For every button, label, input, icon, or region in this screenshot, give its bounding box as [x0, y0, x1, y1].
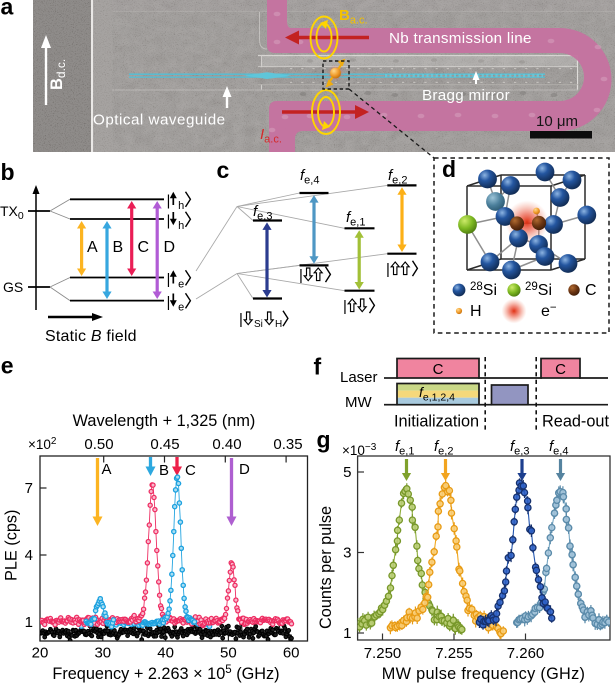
svg-text:Nb transmission line: Nb transmission line — [389, 30, 532, 47]
svg-text:28Si: 28Si — [470, 281, 497, 299]
svg-text:f: f — [314, 354, 322, 380]
svg-text:e: e — [178, 279, 184, 291]
svg-text:1: 1 — [25, 614, 33, 631]
svg-text:|: | — [167, 271, 171, 288]
svg-text:Wavelength + 1,325 (nm): Wavelength + 1,325 (nm) — [73, 412, 256, 430]
svg-text:PLE (cps): PLE (cps) — [3, 510, 21, 581]
svg-text:e: e — [1, 352, 14, 378]
svg-text:C: C — [433, 361, 444, 378]
svg-text:7.260: 7.260 — [507, 645, 545, 662]
svg-text:H: H — [470, 303, 482, 320]
svg-text:a: a — [1, 0, 14, 20]
svg-text:30: 30 — [94, 645, 111, 662]
svg-text:Counts per pulse: Counts per pulse — [317, 506, 335, 629]
svg-text:A: A — [87, 239, 98, 256]
svg-text:40: 40 — [157, 645, 174, 662]
svg-text:0.50: 0.50 — [84, 436, 113, 453]
svg-text:C: C — [185, 462, 196, 479]
svg-text:Laser: Laser — [340, 369, 378, 386]
svg-text:7.255: 7.255 — [435, 645, 473, 662]
svg-text:4: 4 — [25, 547, 33, 564]
svg-text:7.250: 7.250 — [364, 645, 402, 662]
svg-text:|: | — [386, 261, 390, 278]
svg-text:H: H — [275, 319, 282, 330]
svg-text:C: C — [138, 239, 150, 256]
svg-text:c: c — [217, 157, 230, 183]
svg-text:×102: ×102 — [28, 436, 57, 452]
svg-text:20: 20 — [32, 645, 49, 662]
svg-text:C: C — [585, 282, 597, 299]
svg-text:7: 7 — [25, 480, 33, 497]
svg-text:h: h — [178, 220, 184, 232]
svg-text:Bragg mirror: Bragg mirror — [422, 87, 510, 104]
svg-text:g: g — [317, 427, 331, 453]
svg-text:0.35: 0.35 — [273, 436, 302, 453]
svg-text:|: | — [299, 267, 303, 284]
svg-text:b: b — [1, 159, 15, 185]
svg-text:D: D — [164, 239, 176, 256]
svg-text:h: h — [178, 200, 184, 212]
svg-text:Si: Si — [254, 319, 263, 330]
svg-text:MW pulse frequency (GHz): MW pulse frequency (GHz) — [382, 665, 586, 683]
svg-text:GS: GS — [3, 279, 23, 295]
svg-text:B: B — [113, 239, 124, 256]
svg-text:0.40: 0.40 — [212, 436, 241, 453]
svg-text:50: 50 — [220, 645, 237, 662]
svg-text:C: C — [555, 361, 566, 378]
svg-text:0.45: 0.45 — [150, 436, 179, 453]
svg-text:|: | — [167, 213, 171, 230]
svg-text:|: | — [167, 294, 171, 311]
svg-text:|: | — [239, 311, 243, 328]
svg-text:A: A — [102, 461, 112, 478]
svg-text:D: D — [239, 461, 250, 478]
svg-text:|: | — [167, 193, 171, 210]
svg-text:|: | — [343, 298, 347, 315]
svg-text:29Si: 29Si — [525, 281, 552, 299]
svg-text:Initialization: Initialization — [394, 413, 479, 431]
svg-text:1: 1 — [343, 625, 351, 642]
svg-text:Static B field: Static B field — [45, 328, 137, 345]
svg-text:3: 3 — [343, 545, 351, 562]
svg-text:60: 60 — [283, 645, 300, 662]
svg-text:Optical waveguide: Optical waveguide — [93, 112, 226, 129]
svg-text:10 μm: 10 μm — [536, 113, 578, 130]
svg-text:e: e — [178, 302, 184, 314]
svg-text:Read-out: Read-out — [542, 413, 609, 431]
svg-text:B: B — [159, 462, 169, 479]
svg-text:Frequency + 2.263 × 105 (GHz): Frequency + 2.263 × 105 (GHz) — [52, 664, 279, 683]
svg-text:d: d — [442, 156, 456, 182]
svg-text:MW: MW — [345, 394, 372, 411]
svg-text:5: 5 — [343, 464, 351, 481]
